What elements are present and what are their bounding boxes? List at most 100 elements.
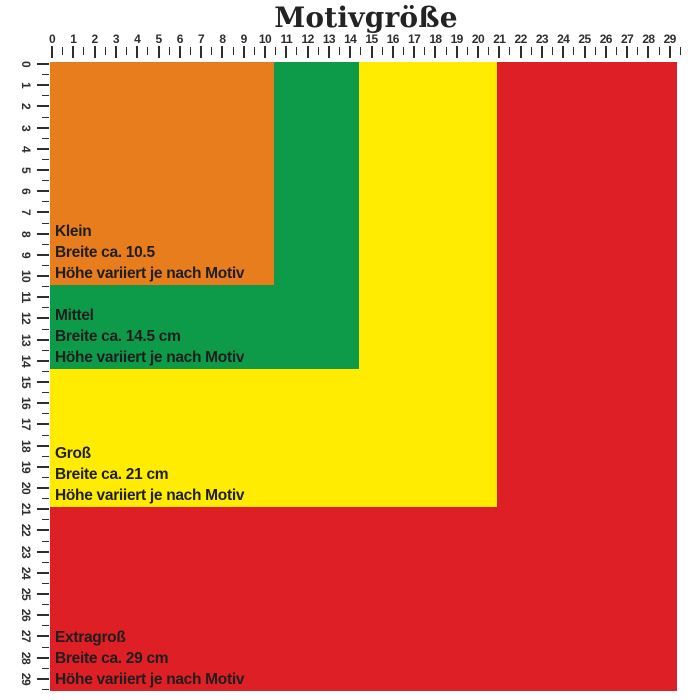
ruler-tick-major xyxy=(583,46,586,58)
ruler-tick-major xyxy=(37,105,49,108)
ruler-tick-minor xyxy=(42,582,49,584)
ruler-number: 10 xyxy=(258,32,272,46)
ruler-tick-minor xyxy=(360,47,362,55)
ruler-number: 2 xyxy=(91,32,99,46)
ruler-number: 19 xyxy=(450,32,464,46)
ruler-tick-major xyxy=(72,46,75,58)
ruler-number: 20 xyxy=(471,32,485,46)
ruler-number: 12 xyxy=(301,32,315,46)
ruler-number: 29 xyxy=(663,32,677,46)
ruler-tick-major xyxy=(37,253,49,256)
size-height-label: Höhe variiert je nach Motiv xyxy=(55,671,245,688)
ruler-tick-major xyxy=(37,550,49,553)
ruler-tick-minor xyxy=(317,47,319,55)
ruler-tick-major xyxy=(93,46,96,58)
ruler-number: 24 xyxy=(557,32,570,46)
ruler-tick-minor xyxy=(211,47,213,55)
ruler-tick-minor xyxy=(594,47,596,55)
ruler-tick-minor xyxy=(339,47,341,55)
ruler-tick-minor xyxy=(679,47,681,55)
ruler-tick-minor xyxy=(104,47,106,55)
ruler-tick-minor xyxy=(42,349,49,351)
ruler-number: 16 xyxy=(386,32,400,46)
ruler-number: 21 xyxy=(493,32,506,46)
ruler-tick-major xyxy=(37,656,49,659)
ruler-tick-minor xyxy=(637,47,639,55)
ruler-tick-minor xyxy=(42,370,49,372)
ruler-tick-major xyxy=(37,84,49,87)
ruler-tick-minor xyxy=(42,540,49,542)
size-label-klein: Klein Breite ca. 10.5 Höhe variiert je nac… xyxy=(55,221,244,284)
ruler-tick-minor xyxy=(42,625,49,627)
ruler-tick-major xyxy=(498,46,501,58)
ruler-tick-major xyxy=(37,444,49,447)
size-name: Groß xyxy=(55,445,91,463)
ruler-tick-major xyxy=(37,508,49,511)
ruler-number: 27 xyxy=(621,32,634,46)
ruler-number: 28 xyxy=(642,32,655,46)
ruler-tick-major xyxy=(37,571,49,574)
ruler-tick-major xyxy=(37,275,49,277)
ruler-tick-minor xyxy=(573,47,575,55)
ruler-tick-major xyxy=(349,46,352,58)
ruler-number: 0 xyxy=(48,32,56,46)
ruler-tick-major xyxy=(37,529,49,532)
ruler-tick-major xyxy=(178,46,181,58)
ruler-tick-minor xyxy=(552,47,554,55)
ruler-tick-minor xyxy=(232,47,234,55)
ruler-number: 18 xyxy=(429,32,442,46)
ruler-tick-minor xyxy=(42,455,49,457)
ruler-tick-minor xyxy=(658,47,660,55)
ruler-tick-minor xyxy=(42,116,49,118)
ruler-tick-major xyxy=(562,46,565,58)
ruler-tick-minor xyxy=(42,413,49,415)
ruler-tick-major xyxy=(37,232,49,235)
ruler-number: 22 xyxy=(514,32,528,46)
page-title: Motivgröße xyxy=(274,1,458,34)
ruler-tick-major xyxy=(327,46,330,58)
ruler-tick-major xyxy=(114,46,117,58)
ruler-number: 23 xyxy=(535,32,549,46)
ruler-tick-major xyxy=(455,46,458,58)
ruler-number: 9 xyxy=(240,32,248,46)
ruler-tick-major xyxy=(37,593,49,595)
ruler-number: 4 xyxy=(134,32,141,46)
ruler-tick-minor xyxy=(42,243,49,245)
ruler-number: 5 xyxy=(155,32,162,46)
ruler-tick-minor xyxy=(42,328,49,330)
ruler-tick-minor xyxy=(253,47,255,55)
ruler-tick-minor xyxy=(615,47,617,55)
ruler-number: 14 xyxy=(344,32,357,46)
ruler-number: 8 xyxy=(219,32,226,46)
ruler-tick-minor xyxy=(42,667,49,669)
ruler-tick-minor xyxy=(530,47,532,55)
ruler-tick-major xyxy=(264,46,266,58)
ruler-tick-minor xyxy=(42,137,49,139)
ruler-tick-minor xyxy=(509,47,511,55)
ruler-tick-major xyxy=(370,46,373,58)
ruler-tick-major xyxy=(51,46,53,58)
size-width-label: Breite ca. 29 cm xyxy=(55,650,169,667)
ruler-tick-major xyxy=(626,46,629,58)
size-rect-klein xyxy=(50,62,274,285)
ruler-tick-minor xyxy=(42,307,49,309)
ruler-number: 13 xyxy=(322,32,336,46)
ruler-tick-minor xyxy=(42,604,49,606)
size-label-mittel: Mittel Breite ca. 14.5 cm Höhe variiert je… xyxy=(55,305,244,368)
ruler-tick-minor xyxy=(42,264,49,266)
ruler-tick-minor xyxy=(168,47,170,55)
ruler-tick-major xyxy=(37,190,49,193)
ruler-tick-minor xyxy=(445,47,447,55)
ruler-number: 15 xyxy=(365,32,378,46)
ruler-tick-major xyxy=(37,423,49,426)
ruler-tick-minor xyxy=(275,47,277,55)
ruler-tick-major xyxy=(221,46,224,58)
size-height-label: Höhe variiert je nach Motiv xyxy=(55,264,245,282)
ruler-tick-major xyxy=(37,381,49,383)
ruler-tick-major xyxy=(647,46,650,58)
ruler-tick-major xyxy=(306,46,309,58)
ruler-tick-major xyxy=(157,46,160,58)
ruler-tick-minor xyxy=(42,476,49,478)
size-label-extragroß: Extragroß Breite ca. 29 cm Höhe variiert j… xyxy=(55,627,244,690)
